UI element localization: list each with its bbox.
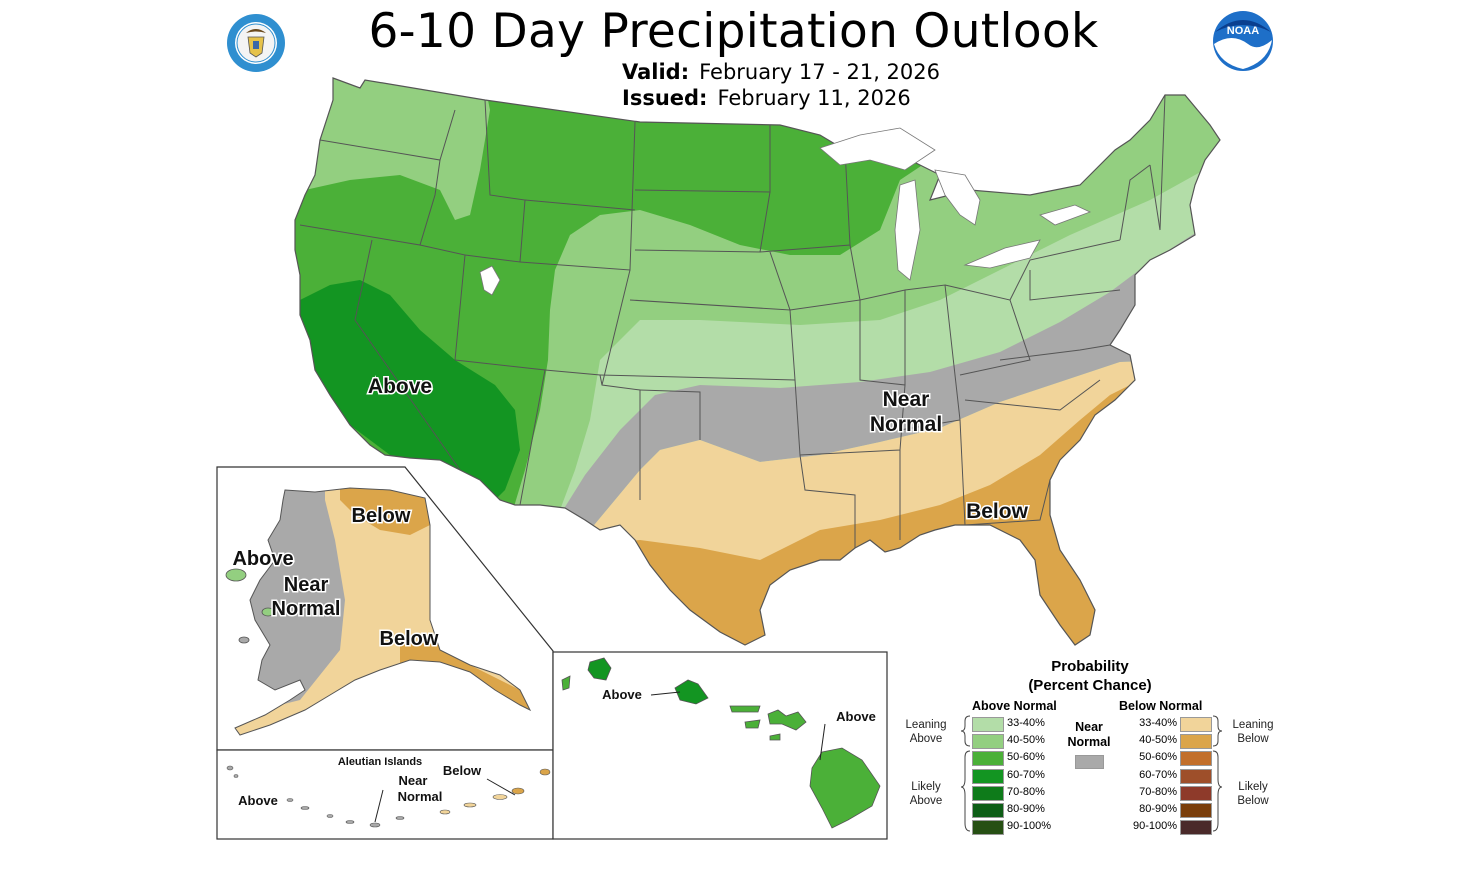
legend-above-swatch (972, 820, 1004, 836)
leaning-below-label: Leaning Below (1226, 718, 1280, 746)
legend-title-2: (Percent Chance) (1028, 677, 1152, 694)
conus-above-label: Above (368, 375, 432, 398)
legend-above-swatch (972, 717, 1004, 732)
aleutian-near-label-1: Near (399, 773, 428, 788)
legend-below-swatch (1180, 734, 1212, 750)
legend-above-swatch (972, 803, 1004, 818)
ak-above-label: Above (232, 548, 293, 570)
likely-above-line2: Above (909, 795, 943, 807)
probability-legend: Probability (Percent Chance) Above Norma… (895, 655, 1315, 845)
legend-below-swatch (1180, 785, 1212, 801)
legend-below-bin: 80-90% (1139, 803, 1177, 815)
legend-above-swatch (972, 734, 1004, 750)
leaning-above-line2: Above (909, 733, 943, 745)
ak-near-label-1: Near (284, 574, 329, 596)
legend-below-swatch (1180, 820, 1212, 836)
aleutian-above-label: Above (238, 793, 278, 808)
legend-braces (960, 715, 1223, 832)
legend-below-swatch (1180, 717, 1212, 732)
legend-above-header: Above Normal (972, 699, 1057, 713)
legend-above-swatch (972, 751, 1004, 767)
hawaii-inset: Above Above (552, 651, 888, 840)
leaning-above-line1: Leaning (905, 719, 947, 731)
legend-below-bin: 60-70% (1139, 768, 1177, 781)
valid-value: February 17 - 21, 2026 (699, 60, 941, 84)
legend-above-bin: 33-40% (1007, 717, 1045, 729)
leaning-below-line2: Below (1237, 733, 1269, 745)
hi-above-right-label: Above (836, 709, 876, 724)
valid-dates: Valid: February 17 - 21, 2026 (622, 60, 940, 84)
noaa-logo-icon: NOAA (1213, 11, 1273, 71)
aleutian-below-label: Below (443, 763, 482, 778)
legend-above-bin: 40-50% (1007, 734, 1045, 747)
commerce-seal-icon (227, 14, 285, 72)
conus-near-label-1: Near (883, 388, 930, 411)
legend-below-swatch (1180, 803, 1212, 818)
legend-below-bin: 50-60% (1139, 751, 1177, 764)
page-title: 6-10 Day Precipitation Outlook (368, 4, 1099, 59)
issued-date: Issued: February 11, 2026 (622, 86, 911, 110)
legend-above-swatch (972, 785, 1004, 801)
likely-above-label: Likely Above (899, 780, 953, 808)
legend-below-bin: 90-100% (1132, 820, 1177, 833)
legend-below-bin: 70-80% (1139, 785, 1177, 798)
legend-near-label: Near Normal (1063, 720, 1115, 750)
ak-below-north-label: Below (352, 505, 411, 527)
legend-near-line1: Near (1075, 720, 1103, 734)
issued-label: Issued: (622, 86, 708, 110)
legend-above-bin: 70-80% (1007, 785, 1045, 798)
aleutian-inset: Aleutian Islands Above Near Normal Below (216, 749, 554, 840)
legend-below-bin: 33-40% (1139, 717, 1177, 729)
legend-above-bin: 80-90% (1007, 803, 1045, 815)
legend-title-1: Probability (1051, 658, 1129, 675)
legend-above-bin: 60-70% (1007, 768, 1045, 781)
conus-below-label: Below (966, 500, 1029, 523)
legend-below-header: Below Normal (1119, 699, 1203, 713)
ak-near-label-2: Normal (272, 598, 341, 620)
conus-near-label-2: Normal (870, 413, 942, 436)
legend-below-bin: 40-50% (1139, 734, 1177, 747)
issued-value: February 11, 2026 (717, 86, 911, 110)
legend-above-bin: 90-100% (1007, 820, 1052, 833)
likely-above-line1: Likely (911, 781, 941, 793)
aleutian-near-label-2: Normal (398, 789, 443, 804)
legend-above-bin: 50-60% (1007, 751, 1045, 764)
likely-below-line2: Below (1237, 795, 1269, 807)
leaning-below-line1: Leaning (1232, 719, 1274, 731)
hi-above-left-label: Above (602, 687, 642, 702)
valid-label: Valid: (622, 60, 690, 84)
likely-below-label: Likely Below (1226, 780, 1280, 808)
likely-below-line1: Likely (1238, 781, 1268, 793)
svg-text:NOAA: NOAA (1227, 25, 1259, 37)
aleutian-title-label: Aleutian Islands (338, 756, 422, 768)
leaning-above-label: Leaning Above (899, 718, 953, 746)
legend-below-swatch (1180, 768, 1212, 784)
legend-near-line2: Normal (1067, 735, 1111, 749)
legend-above-swatch (972, 768, 1004, 784)
alaska-inset: Below Above Near Normal Below (216, 466, 554, 751)
legend-below-swatch (1180, 751, 1212, 767)
ak-below-south-label: Below (380, 628, 439, 650)
legend-near-swatch (1075, 755, 1104, 769)
